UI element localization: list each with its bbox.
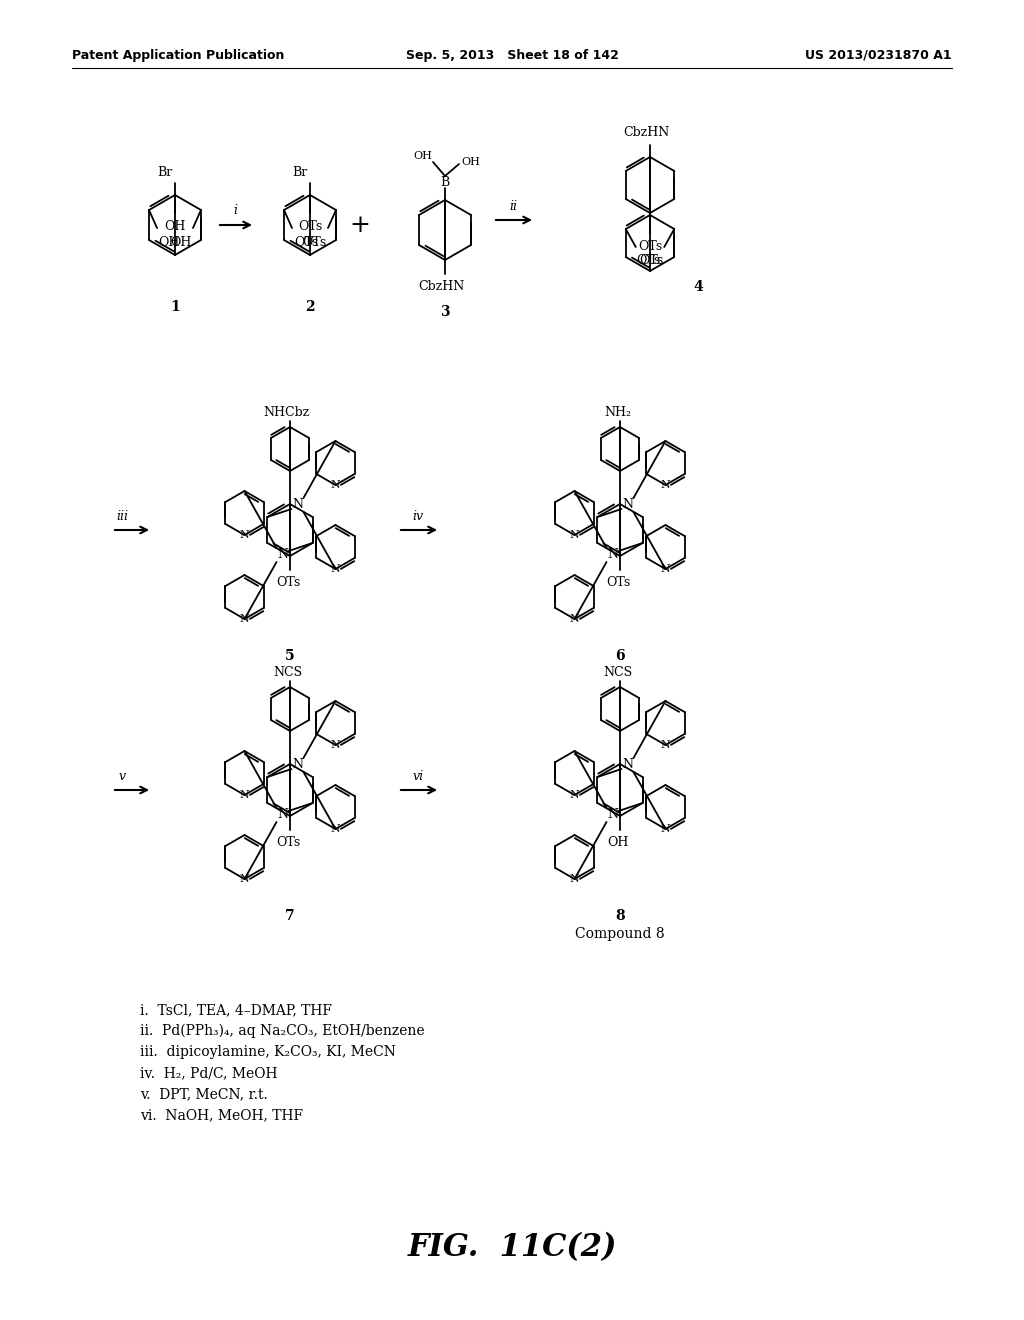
Text: N: N [240, 531, 250, 540]
Text: iv: iv [413, 510, 424, 523]
Text: N: N [607, 549, 618, 561]
Text: N: N [660, 824, 671, 834]
Text: CbzHN: CbzHN [418, 281, 464, 293]
Text: 8: 8 [615, 909, 625, 923]
Text: +: + [349, 214, 371, 236]
Text: OH: OH [607, 836, 629, 849]
Text: N: N [331, 824, 340, 834]
Text: v.  DPT, MeCN, r.t.: v. DPT, MeCN, r.t. [140, 1086, 267, 1101]
Text: iv.  H₂, Pd/C, MeOH: iv. H₂, Pd/C, MeOH [140, 1067, 278, 1080]
Text: Br: Br [293, 166, 307, 180]
Text: FIG.  11C(2): FIG. 11C(2) [408, 1233, 616, 1263]
Text: B: B [440, 176, 450, 189]
Text: N: N [569, 874, 580, 884]
Text: OTs: OTs [606, 576, 630, 589]
Text: N: N [292, 499, 303, 511]
Text: 4: 4 [693, 280, 702, 294]
Text: N: N [569, 789, 580, 800]
Text: N: N [569, 531, 580, 540]
Text: N: N [660, 564, 671, 574]
Text: N: N [331, 741, 340, 750]
Text: NH₂: NH₂ [604, 407, 632, 420]
Text: N: N [331, 564, 340, 574]
Text: NHCbz: NHCbz [263, 407, 309, 420]
Text: OH: OH [164, 220, 185, 234]
Text: US 2013/0231870 A1: US 2013/0231870 A1 [805, 49, 952, 62]
Text: vi.  NaOH, MeOH, THF: vi. NaOH, MeOH, THF [140, 1107, 303, 1122]
Text: N: N [240, 874, 250, 884]
Text: Compound 8: Compound 8 [575, 927, 665, 941]
Text: OH: OH [414, 150, 432, 161]
Text: OH: OH [170, 235, 191, 248]
Text: N: N [278, 808, 288, 821]
Text: i.  TsCl, TEA, 4–DMAP, THF: i. TsCl, TEA, 4–DMAP, THF [140, 1003, 332, 1016]
Text: N: N [622, 499, 633, 511]
Text: N: N [278, 549, 288, 561]
Text: N: N [607, 808, 618, 821]
Text: ii.  Pd(PPh₃)₄, aq Na₂CO₃, EtOH/benzene: ii. Pd(PPh₃)₄, aq Na₂CO₃, EtOH/benzene [140, 1024, 425, 1039]
Text: OTs: OTs [640, 255, 664, 268]
Text: vi: vi [413, 770, 424, 783]
Text: N: N [331, 480, 340, 490]
Text: i: i [233, 205, 237, 218]
Text: OTs: OTs [294, 235, 318, 248]
Text: N: N [660, 480, 671, 490]
Text: iii.  dipicoylamine, K₂CO₃, KI, MeCN: iii. dipicoylamine, K₂CO₃, KI, MeCN [140, 1045, 396, 1059]
Text: OTs: OTs [275, 836, 300, 849]
Text: OH: OH [159, 235, 179, 248]
Text: N: N [569, 614, 580, 624]
Text: 2: 2 [305, 300, 314, 314]
Text: OTs: OTs [302, 235, 326, 248]
Text: Br: Br [158, 166, 173, 180]
Text: Patent Application Publication: Patent Application Publication [72, 49, 285, 62]
Text: 5: 5 [286, 649, 295, 663]
Text: N: N [660, 741, 671, 750]
Text: NCS: NCS [273, 667, 302, 680]
Text: ii: ii [509, 199, 517, 213]
Text: N: N [240, 614, 250, 624]
Text: NCS: NCS [603, 667, 633, 680]
Text: v: v [119, 770, 126, 783]
Text: OTs: OTs [275, 576, 300, 589]
Text: N: N [240, 789, 250, 800]
Text: 6: 6 [615, 649, 625, 663]
Text: N: N [292, 759, 303, 771]
Text: N: N [622, 759, 633, 771]
Text: OTs: OTs [636, 255, 660, 268]
Text: OTs: OTs [298, 220, 323, 234]
Text: CbzHN: CbzHN [623, 127, 669, 140]
Text: 1: 1 [170, 300, 180, 314]
Text: OH: OH [462, 157, 480, 168]
Text: OTs: OTs [638, 240, 663, 253]
Text: iii: iii [116, 510, 128, 523]
Text: 7: 7 [286, 909, 295, 923]
Text: 3: 3 [440, 305, 450, 319]
Text: Sep. 5, 2013   Sheet 18 of 142: Sep. 5, 2013 Sheet 18 of 142 [406, 49, 618, 62]
